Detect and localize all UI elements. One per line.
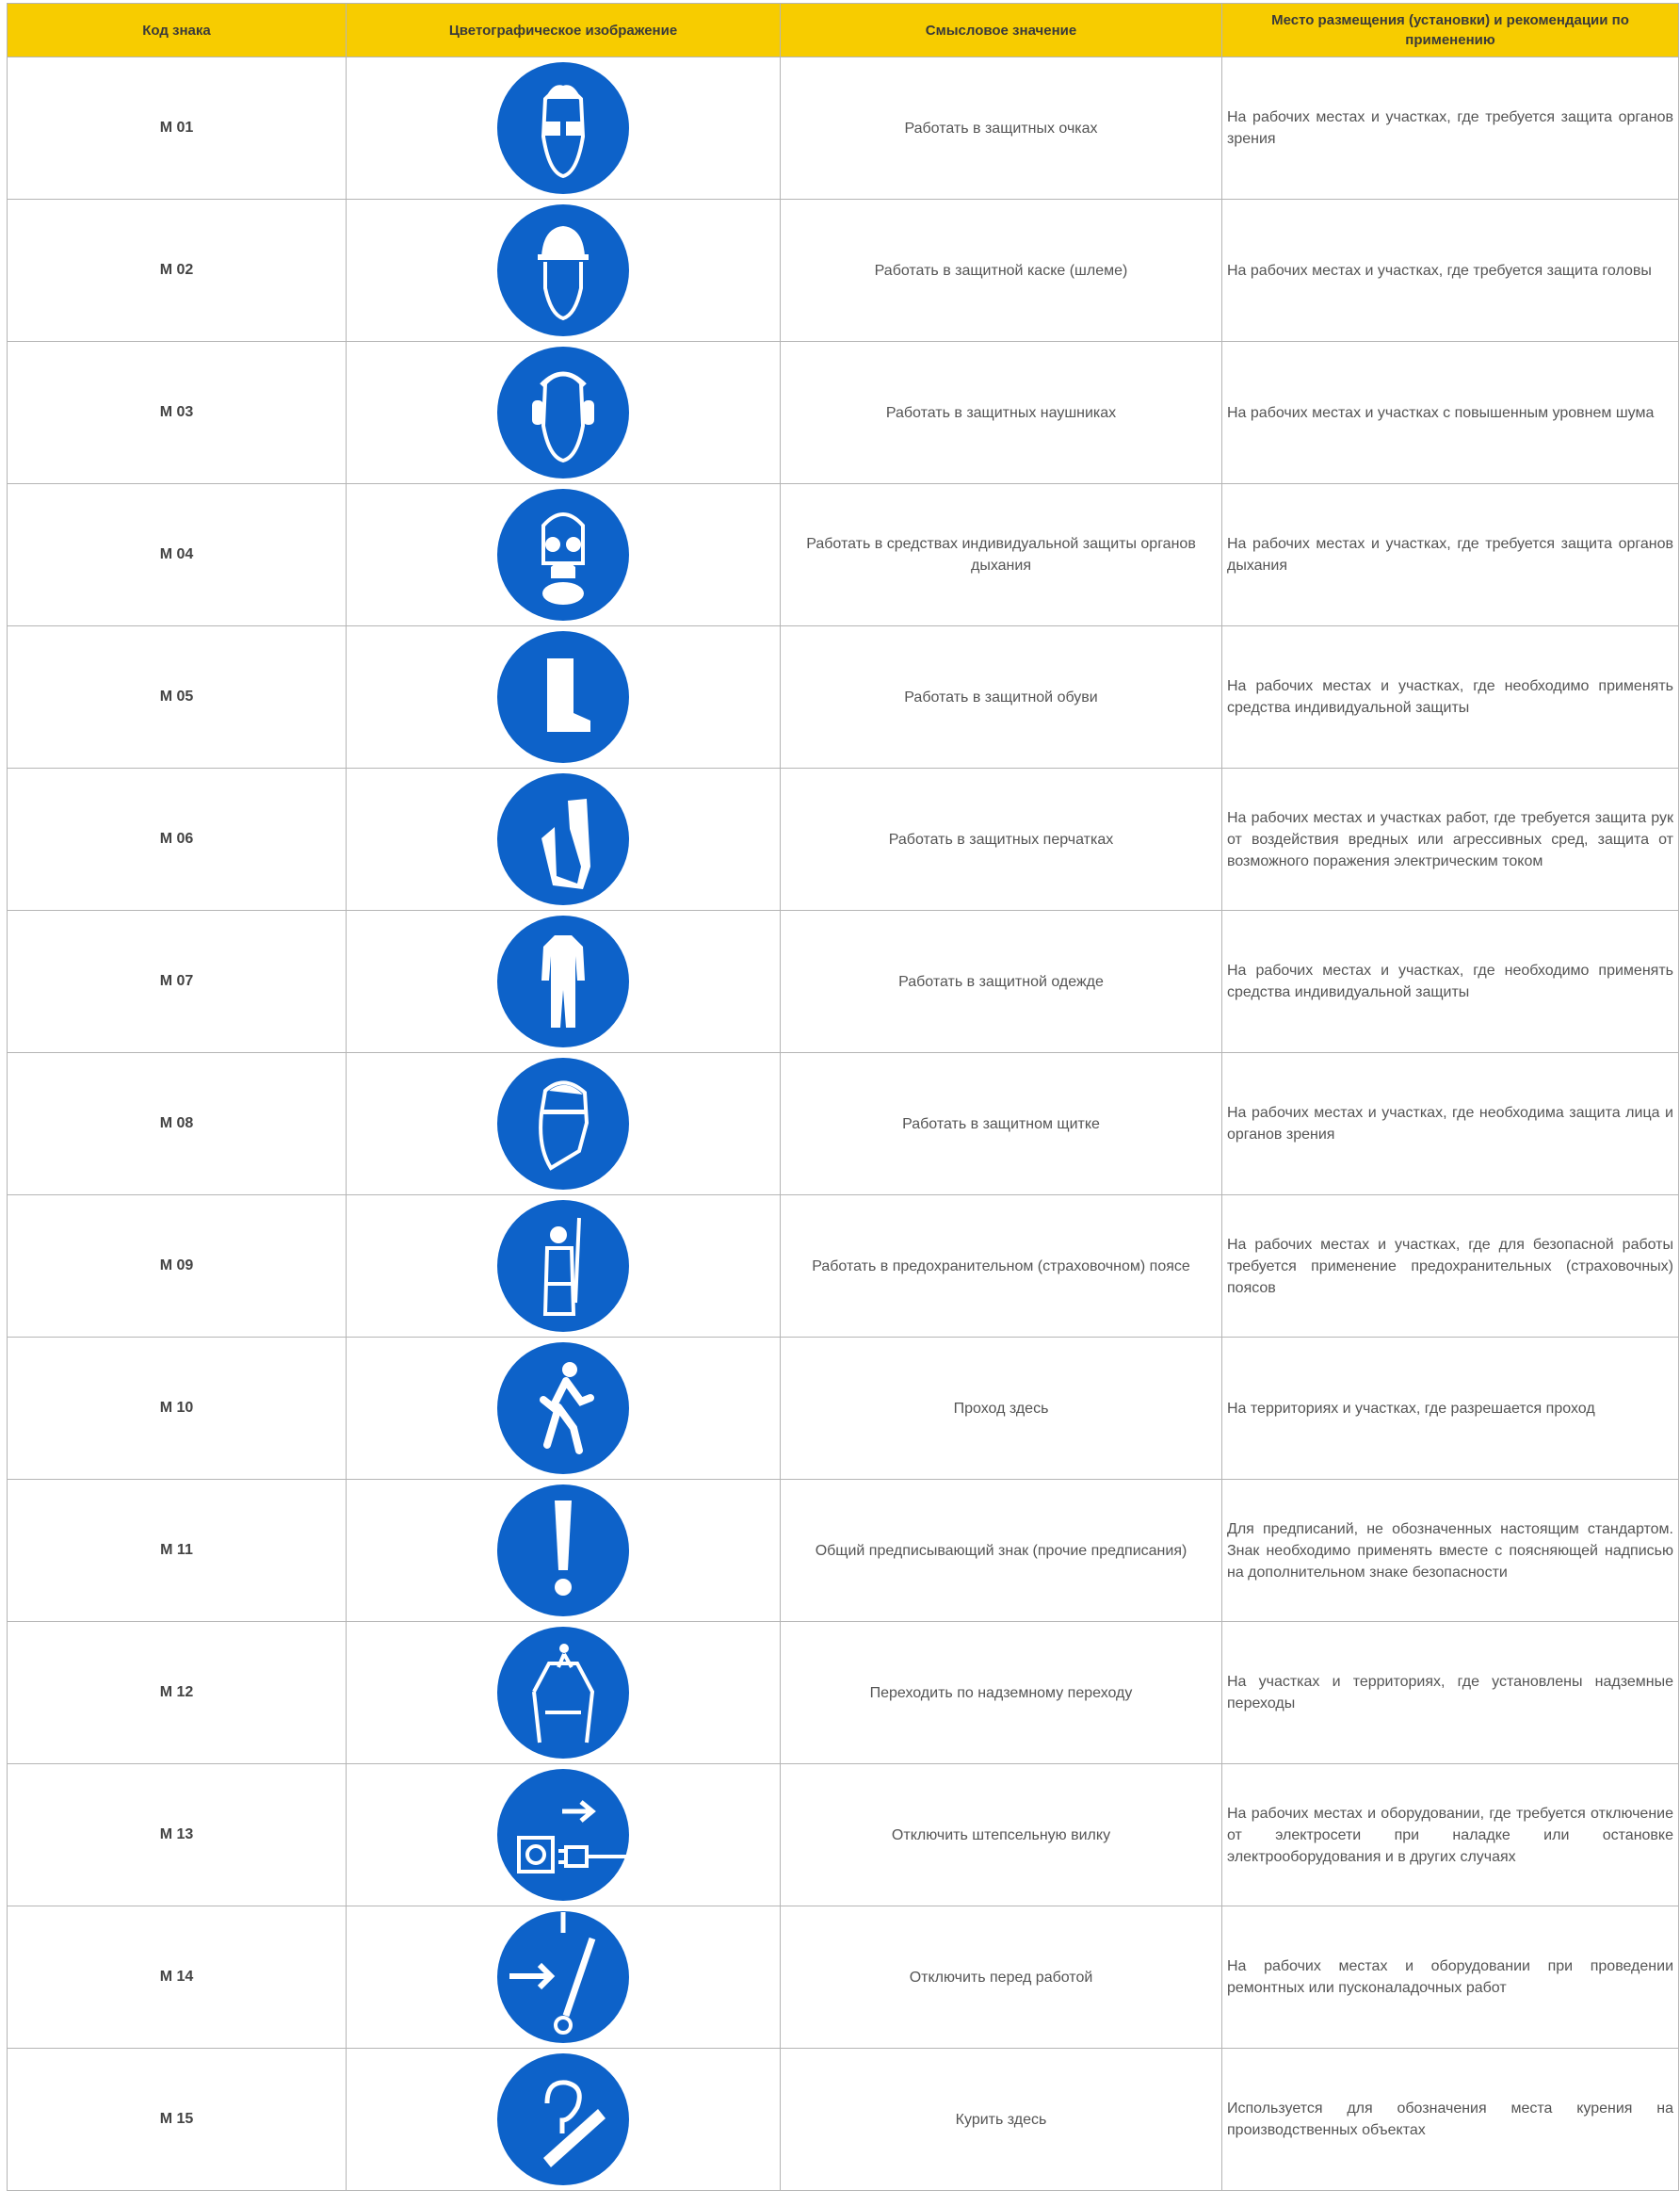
sign-placement: Используется для обозначения места курен… [1221,2048,1679,2191]
sign-meaning: Отключить перед работой [780,1906,1222,2049]
safety-harness-icon [497,1200,629,1332]
table-row: M 10 Проход здесь На территориях и участка… [7,1337,1679,1480]
sign-meaning: Общий предписывающий знак (прочие предпи… [780,1479,1222,1622]
overpass-icon [497,1627,629,1759]
sign-image [346,1194,781,1338]
sign-placement: Для предписаний, не обозначенных настоящ… [1221,1479,1679,1622]
sign-image [346,768,781,911]
exclamation-icon [497,1484,629,1616]
table-row: M 01 Работать в защитных очках На рабочих … [7,57,1679,200]
sign-image [346,910,781,1053]
sign-code: M 01 [7,57,347,200]
face-shield-icon [497,1058,629,1190]
table-row: M 15 Курить здесь Используется для обознач… [7,2048,1679,2191]
sign-meaning: Работать в защитных очках [780,57,1222,200]
respirator-icon [497,489,629,621]
header-image: Цветографическое изображение [346,3,781,57]
gloves-icon [497,773,629,905]
sign-meaning: Курить здесь [780,2048,1222,2191]
sign-image [346,1337,781,1480]
sign-image [346,341,781,484]
sign-meaning: Работать в защитных наушниках [780,341,1222,484]
sign-placement: На рабочих местах и участках с повышенны… [1221,341,1679,484]
sign-code: M 07 [7,910,347,1053]
sign-meaning: Проход здесь [780,1337,1222,1480]
sign-meaning: Переходить по надземному переходу [780,1621,1222,1764]
ear-protection-icon [497,347,629,479]
sign-image [346,1621,781,1764]
sign-placement: На рабочих местах и оборудовании, где тр… [1221,1763,1679,1906]
table-row: M 05 Работать в защитной обуви На рабочих … [7,625,1679,769]
table-row: M 08 Работать в защитном щитке На рабочих … [7,1052,1679,1195]
sign-image [346,57,781,200]
table-row: M 03 Работать в защитных наушниках На рабо… [7,341,1679,484]
sign-meaning: Работать в предохранительном (страховочн… [780,1194,1222,1338]
table-row: M 13 Отключить штепсельную вилку На рабочи… [7,1763,1679,1906]
sign-code: M 15 [7,2048,347,2191]
sign-placement: На рабочих местах и участках работ, где … [1221,768,1679,911]
sign-image [346,1052,781,1195]
sign-image [346,483,781,626]
table-row: M 12 Переходить по надземному переходу На … [7,1621,1679,1764]
safety-goggles-icon [497,62,629,194]
sign-meaning: Работать в защитной одежде [780,910,1222,1053]
coverall-icon [497,916,629,1047]
sign-meaning: Работать в защитной каске (шлеме) [780,199,1222,342]
table-row: M 07 Работать в защитной одежде На рабочих… [7,910,1679,1053]
sign-image [346,625,781,769]
sign-code: M 12 [7,1621,347,1764]
sign-meaning: Отключить штепсельную вилку [780,1763,1222,1906]
sign-code: M 13 [7,1763,347,1906]
table-row: M 09 Работать в предохранительном (страхо… [7,1194,1679,1338]
sign-placement: На территориях и участках, где разрешает… [1221,1337,1679,1480]
table-row: M 14 Отключить перед работой На рабочих ме… [7,1906,1679,2049]
sign-placement: На рабочих местах и участках, где необхо… [1221,1052,1679,1195]
sign-image [346,1479,781,1622]
sign-code: M 04 [7,483,347,626]
header-meaning: Смысловое значение [780,3,1222,57]
sign-image [346,199,781,342]
sign-code: M 02 [7,199,347,342]
sign-placement: На рабочих местах и участках, где необхо… [1221,910,1679,1053]
unplug-icon [497,1769,629,1901]
sign-placement: На рабочих местах и оборудовании при про… [1221,1906,1679,2049]
hard-hat-icon [497,204,629,336]
sign-meaning: Работать в защитной обуви [780,625,1222,769]
header-place: Место размещения (установки) и рекоменда… [1221,3,1679,57]
sign-code: M 05 [7,625,347,769]
sign-meaning: Работать в средствах индивидуальной защи… [780,483,1222,626]
sign-code: M 10 [7,1337,347,1480]
sign-code: M 06 [7,768,347,911]
table-row: M 04 Работать в средствах индивидуальной … [7,483,1679,626]
safety-boot-icon [497,631,629,763]
sign-code: M 14 [7,1906,347,2049]
sign-code: M 09 [7,1194,347,1338]
sign-placement: На рабочих местах и участках, где необхо… [1221,625,1679,769]
sign-meaning: Работать в защитных перчатках [780,768,1222,911]
sign-image [346,1906,781,2049]
table-header-row: Код знака Цветографическое изображение С… [7,3,1679,57]
table-row: M 06 Работать в защитных перчатках На рабо… [7,768,1679,911]
sign-image [346,1763,781,1906]
sign-placement: На рабочих местах и участках, где для бе… [1221,1194,1679,1338]
table-row: M 02 Работать в защитной каске (шлеме) На … [7,199,1679,342]
table-row: M 11 Общий предписывающий знак (прочие пр… [7,1479,1679,1622]
disconnect-switch-icon [497,1911,629,2043]
mandatory-signs-table: Код знака Цветографическое изображение С… [7,3,1679,2191]
sign-placement: На участках и территориях, где установле… [1221,1621,1679,1764]
pedestrian-icon [497,1342,629,1474]
smoking-area-icon [497,2053,629,2185]
sign-meaning: Работать в защитном щитке [780,1052,1222,1195]
sign-placement: На рабочих местах и участках, где требуе… [1221,483,1679,626]
sign-placement: На рабочих местах и участках, где требуе… [1221,199,1679,342]
header-code: Код знака [7,3,347,57]
sign-code: M 11 [7,1479,347,1622]
sign-image [346,2048,781,2191]
sign-placement: На рабочих местах и участках, где требуе… [1221,57,1679,200]
sign-code: M 08 [7,1052,347,1195]
sign-code: M 03 [7,341,347,484]
